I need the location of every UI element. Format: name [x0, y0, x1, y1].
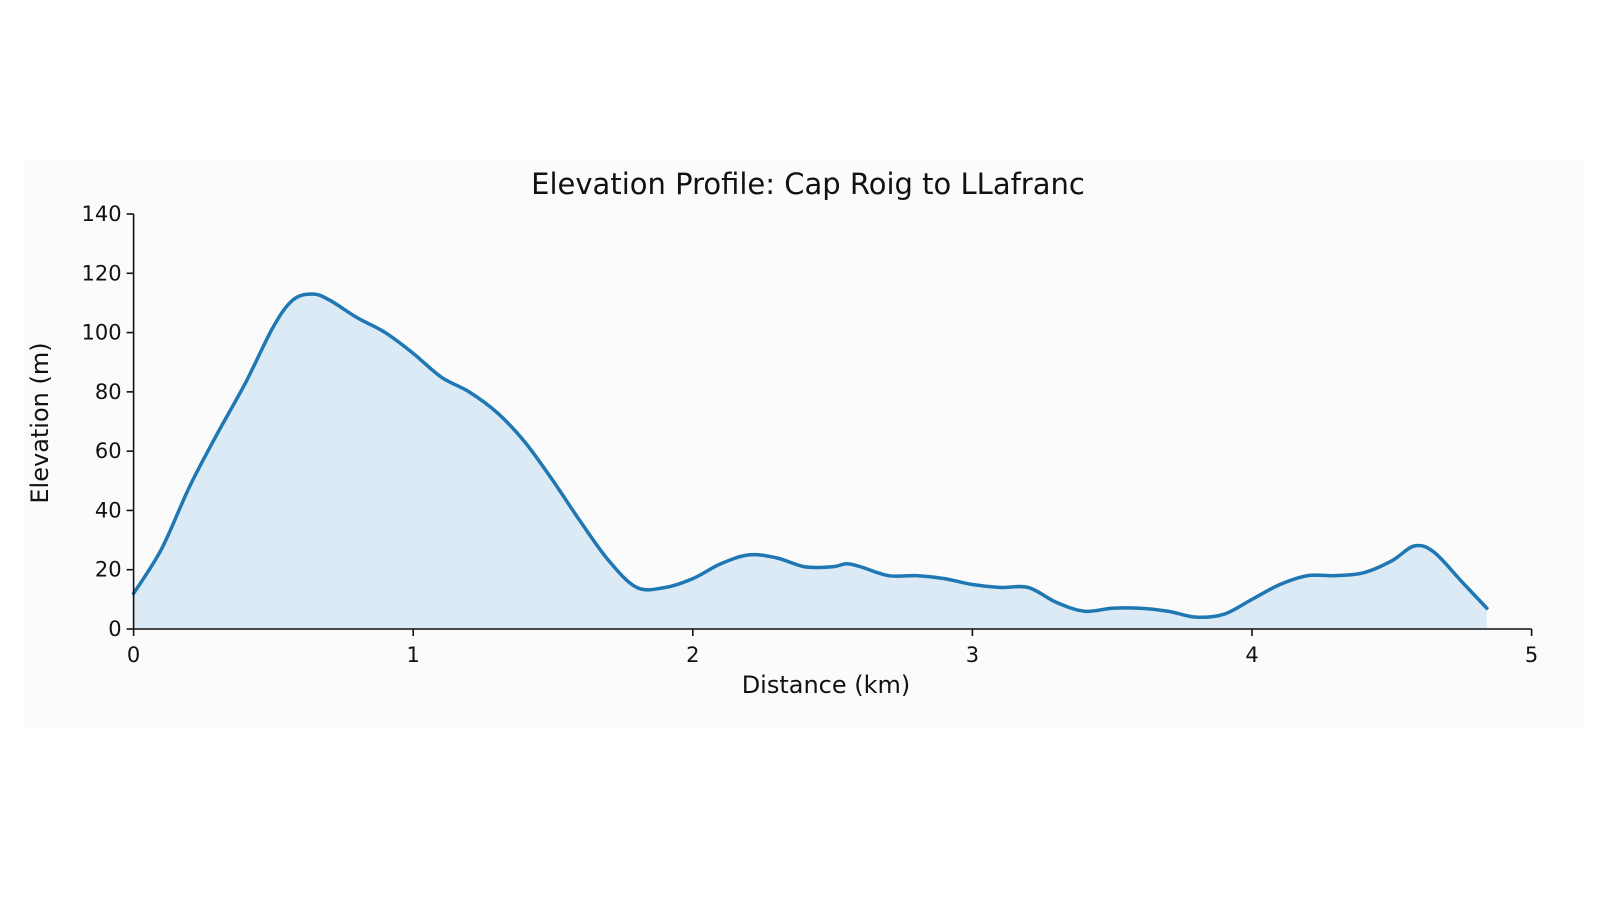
x-tick-label: 1	[407, 643, 420, 667]
x-tick-label: 5	[1525, 643, 1538, 667]
x-tick-label: 4	[1245, 643, 1258, 667]
x-axis-ticks: 0 1 2 3 4 5	[127, 629, 1538, 667]
x-tick-label: 2	[686, 643, 699, 667]
y-tick-label: 100	[82, 321, 122, 345]
y-tick-label: 0	[108, 617, 121, 641]
y-axis-title: Elevation (m)	[26, 342, 54, 503]
x-axis-title: Distance (km)	[742, 671, 911, 699]
chart-title: Elevation Profile: Cap Roig to LLafranc	[531, 167, 1085, 201]
y-axis-ticks: 0 20 40 60 80 100 120 140	[82, 202, 134, 641]
y-tick-label: 20	[95, 558, 122, 582]
plot-area	[131, 292, 1489, 629]
y-tick-label: 140	[82, 202, 122, 226]
x-tick-label: 0	[127, 643, 140, 667]
y-tick-label: 80	[95, 380, 122, 404]
elevation-line	[131, 292, 1489, 620]
elevation-area-fill	[133, 294, 1487, 629]
y-tick-label: 60	[95, 439, 122, 463]
y-tick-label: 40	[95, 498, 122, 522]
y-tick-label: 120	[82, 261, 122, 285]
x-tick-label: 3	[966, 643, 979, 667]
chart-panel: Elevation Profile: Cap Roig to LLafranc …	[24, 160, 1584, 728]
elevation-chart: Elevation Profile: Cap Roig to LLafranc …	[26, 167, 1538, 699]
